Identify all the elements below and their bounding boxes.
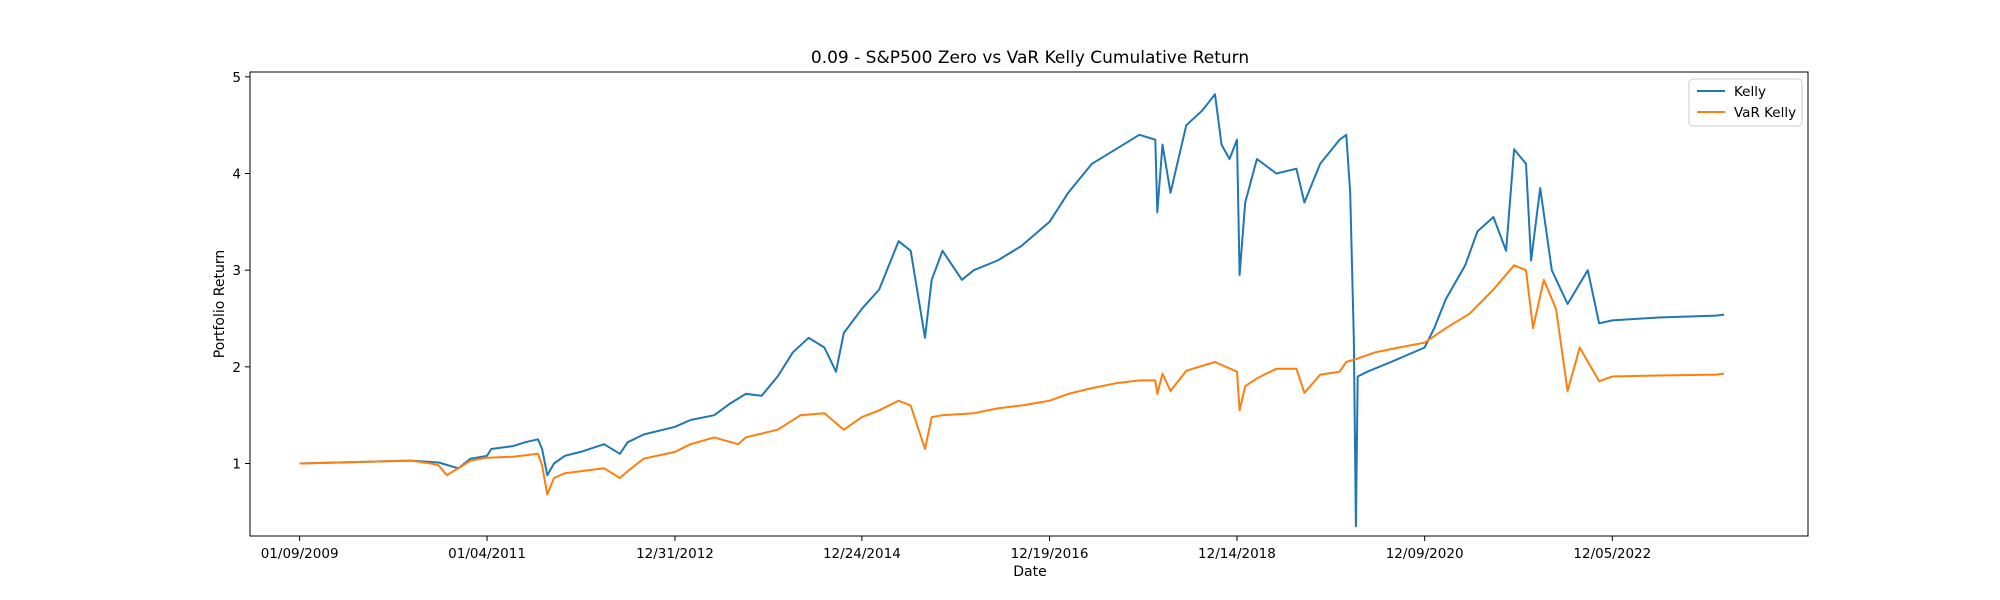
x-axis: 01/09/2009 01/04/2011 12/31/2012 12/24/2014… [261,536,1651,562]
x-tick-label: 12/14/2018 [1198,546,1276,562]
y-axis-label: Portfolio Return [212,250,228,359]
y-axis: 1 2 3 4 5 [232,70,250,473]
y-tick-label: 5 [232,70,241,86]
y-tick-label: 3 [232,263,241,279]
x-tick-label: 01/09/2009 [261,546,339,562]
series-line-var-kelly [299,264,1725,496]
legend-label-var-kelly: VaR Kelly [1734,105,1796,121]
x-axis-label: Date [1013,564,1046,580]
x-tick-label: 12/05/2022 [1573,546,1651,562]
y-tick-label: 2 [232,360,241,376]
x-tick-label: 12/31/2012 [636,546,714,562]
y-tick-label: 4 [232,167,241,183]
plot-frame [249,71,1809,537]
y-tick-label: 1 [232,457,241,473]
legend-label-kelly: Kelly [1734,84,1766,100]
plot-area [250,72,1808,536]
x-tick-label: 12/09/2020 [1386,546,1464,562]
legend: Kelly VaR Kelly [1688,78,1803,127]
series-layer [299,93,1725,528]
x-tick-label: 01/04/2011 [448,546,526,562]
series-line-kelly [299,93,1725,528]
x-tick-label: 12/19/2016 [1011,546,1089,562]
x-tick-label: 12/24/2014 [823,546,901,562]
chart-title: 0.09 - S&P500 Zero vs VaR Kelly Cumulati… [811,48,1249,68]
